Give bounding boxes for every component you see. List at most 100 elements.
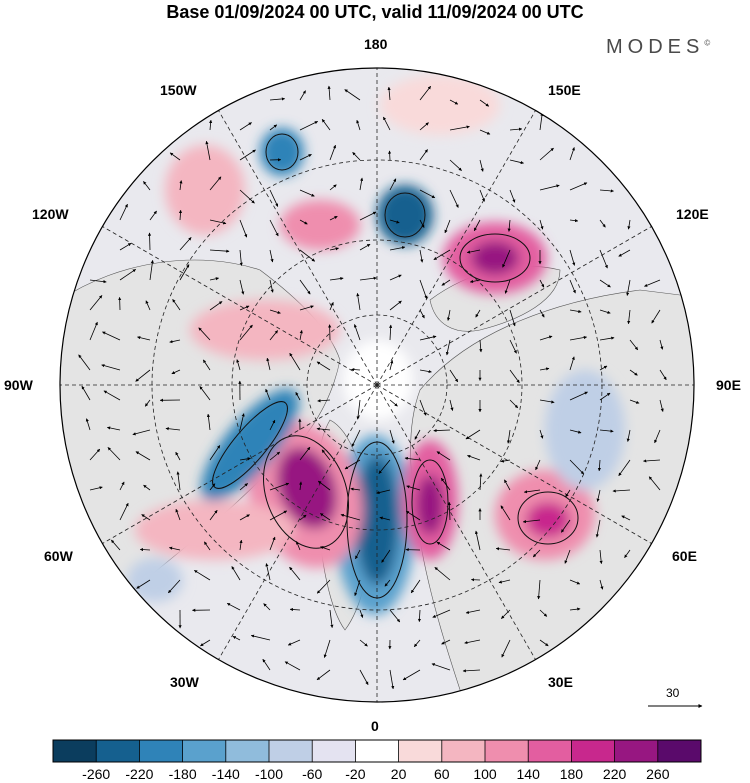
wind-vector <box>323 639 331 658</box>
wind-vector <box>89 486 103 491</box>
wind-vector <box>475 309 481 318</box>
wind-vector <box>406 485 421 491</box>
pos-anomaly-alaska <box>280 200 360 250</box>
polar-cap <box>343 340 413 420</box>
wind-vector <box>643 459 661 463</box>
wind-vector <box>287 639 301 646</box>
wind-vector <box>465 429 481 440</box>
wind-vector <box>449 369 459 383</box>
lon-label-30e: 30E <box>548 674 573 690</box>
wind-vector <box>269 482 290 491</box>
meridian-line <box>102 384 378 544</box>
wind-vector <box>299 329 303 341</box>
wind-vector <box>135 451 151 461</box>
wind-vector <box>81 385 91 401</box>
wind-vector <box>269 189 279 207</box>
wind-vector <box>522 519 541 524</box>
wind-vector <box>119 268 136 281</box>
wind-vector <box>89 321 98 341</box>
wind-vector <box>175 508 181 521</box>
wind-vector <box>419 335 437 341</box>
wind-vector <box>432 609 451 618</box>
wind-vector <box>203 541 211 551</box>
wind-vector <box>599 549 603 565</box>
wind-vector <box>137 336 151 341</box>
wind-vector <box>419 399 427 416</box>
contour <box>262 435 350 549</box>
wind-vector <box>316 669 331 681</box>
wind-vector <box>205 140 211 161</box>
wind-vector <box>474 530 481 551</box>
colorbar-tick-label: -60 <box>302 766 323 782</box>
wind-vector <box>500 459 511 463</box>
wind-vector <box>464 639 481 645</box>
wind-vector <box>626 429 631 442</box>
wind-vector <box>389 609 401 623</box>
wind-vector <box>599 219 606 228</box>
wind-vector <box>599 579 604 590</box>
wind-vector <box>89 295 103 311</box>
wind-vector <box>436 541 451 551</box>
lon-label-60w: 60W <box>44 548 73 564</box>
wind-vector <box>143 181 151 191</box>
wind-vector <box>599 189 614 193</box>
wind-vector <box>239 305 250 311</box>
wind-vector <box>89 448 101 461</box>
wind-vector <box>539 429 544 439</box>
wind-vector <box>389 324 393 341</box>
wind-vector <box>317 480 331 491</box>
neg-anomaly-bering <box>260 128 304 176</box>
wind-vector <box>502 249 511 268</box>
wind-vector <box>539 639 549 647</box>
wind-vector <box>569 579 581 585</box>
wind-vector <box>119 242 132 251</box>
wind-vector <box>316 579 331 594</box>
wind-vector <box>329 277 344 281</box>
wind-vector <box>269 219 279 237</box>
wind-vector <box>359 276 377 281</box>
wind-vector <box>433 428 451 433</box>
colorbar <box>52 739 702 763</box>
wind-vector <box>419 189 436 199</box>
wind-vector <box>569 335 588 341</box>
wind-vector <box>659 399 664 412</box>
wind-vector <box>532 549 541 558</box>
wind-vector <box>351 429 361 447</box>
wind-vector <box>209 277 220 281</box>
wind-vector <box>317 399 331 403</box>
lon-label-90w: 90W <box>4 377 33 393</box>
wind-vector <box>202 359 211 371</box>
wind-vector <box>509 309 516 327</box>
wind-vector <box>299 249 316 262</box>
wind-vector <box>599 279 611 288</box>
wind-vector <box>327 85 331 101</box>
wind-vector <box>299 90 306 101</box>
wind-vector <box>479 99 490 107</box>
lon-label-150e: 150E <box>548 82 581 98</box>
pos-anomaly-siberia-core <box>471 241 519 275</box>
wind-vector <box>449 99 459 105</box>
meridian-lines <box>60 68 694 702</box>
wind-vector <box>447 501 451 521</box>
wind-vector <box>539 147 554 161</box>
wind-vector <box>539 279 545 288</box>
wind-vector <box>89 279 107 284</box>
colorbar-swatch <box>312 740 356 762</box>
wind-vector <box>289 566 301 581</box>
wind-vector <box>419 122 429 131</box>
wind-vector <box>149 259 154 281</box>
wind-vector <box>198 327 211 341</box>
wind-vector <box>379 516 391 521</box>
wind-vector <box>239 219 248 238</box>
colorbar-tick-label: 20 <box>390 766 407 782</box>
wind-vectors <box>78 85 667 690</box>
wind-vector <box>509 127 523 131</box>
wind-vector <box>654 429 661 444</box>
wind-vector <box>102 331 121 341</box>
wind-vector <box>599 392 611 401</box>
wind-vector <box>172 299 181 311</box>
wind-vector <box>85 418 91 431</box>
colorbar-swatch <box>571 740 616 762</box>
lon-label-120w: 120W <box>32 206 69 222</box>
wind-vector <box>509 369 520 384</box>
